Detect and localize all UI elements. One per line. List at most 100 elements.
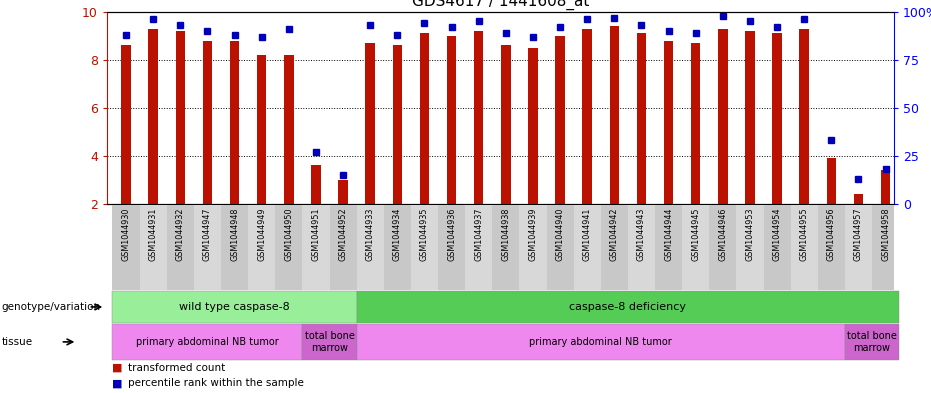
- Bar: [249, 205, 276, 290]
- Text: total bone
marrow: total bone marrow: [847, 331, 897, 353]
- Text: ■: ■: [112, 378, 122, 388]
- Text: GSM1044947: GSM1044947: [203, 208, 212, 261]
- Bar: [338, 180, 348, 204]
- Bar: [230, 40, 239, 204]
- Text: genotype/variation: genotype/variation: [2, 302, 101, 312]
- Bar: [411, 205, 438, 290]
- Bar: [519, 205, 546, 290]
- Bar: [311, 165, 320, 204]
- Bar: [556, 36, 565, 204]
- Bar: [583, 29, 592, 204]
- Bar: [773, 33, 782, 204]
- Text: GSM1044930: GSM1044930: [122, 208, 130, 261]
- Text: GSM1044945: GSM1044945: [691, 208, 700, 261]
- Bar: [438, 205, 466, 290]
- Bar: [501, 45, 510, 204]
- Text: GSM1044941: GSM1044941: [583, 208, 592, 261]
- Text: transformed count: transformed count: [128, 363, 225, 373]
- Text: GSM1044954: GSM1044954: [773, 208, 782, 261]
- Bar: [140, 205, 167, 290]
- Text: GSM1044950: GSM1044950: [284, 208, 293, 261]
- Text: caspase-8 deficiency: caspase-8 deficiency: [570, 302, 686, 312]
- Text: GSM1044932: GSM1044932: [176, 208, 185, 261]
- Bar: [573, 205, 600, 290]
- Bar: [303, 205, 330, 290]
- Bar: [221, 205, 249, 290]
- Text: total bone
marrow: total bone marrow: [304, 331, 355, 353]
- Bar: [610, 26, 619, 204]
- Text: GSM1044952: GSM1044952: [339, 208, 347, 261]
- Text: GSM1044940: GSM1044940: [556, 208, 564, 261]
- Bar: [330, 205, 357, 290]
- Text: GSM1044951: GSM1044951: [312, 208, 320, 261]
- Bar: [466, 205, 492, 290]
- Bar: [284, 55, 293, 204]
- Text: GSM1044934: GSM1044934: [393, 208, 402, 261]
- Text: GSM1044944: GSM1044944: [664, 208, 673, 261]
- Text: GSM1044958: GSM1044958: [881, 208, 890, 261]
- Bar: [357, 205, 384, 290]
- Bar: [420, 33, 429, 204]
- Bar: [384, 205, 411, 290]
- Text: wild type caspase-8: wild type caspase-8: [179, 302, 290, 312]
- Bar: [203, 40, 212, 204]
- Bar: [148, 29, 158, 204]
- Bar: [854, 194, 863, 204]
- Bar: [393, 45, 402, 204]
- Bar: [113, 205, 140, 290]
- Bar: [827, 158, 836, 204]
- Text: GSM1044931: GSM1044931: [149, 208, 157, 261]
- Bar: [637, 33, 646, 204]
- Bar: [745, 31, 755, 204]
- Text: ■: ■: [112, 363, 122, 373]
- Bar: [194, 205, 221, 290]
- Text: GSM1044936: GSM1044936: [447, 208, 456, 261]
- Bar: [176, 31, 185, 204]
- Text: tissue: tissue: [2, 337, 33, 347]
- Bar: [167, 205, 194, 290]
- Bar: [257, 55, 266, 204]
- Bar: [736, 205, 763, 290]
- Text: GSM1044953: GSM1044953: [746, 208, 754, 261]
- Text: primary abdominal NB tumor: primary abdominal NB tumor: [530, 337, 672, 347]
- Text: GSM1044956: GSM1044956: [827, 208, 836, 261]
- Text: GSM1044942: GSM1044942: [610, 208, 619, 261]
- Bar: [800, 29, 809, 204]
- Text: GSM1044938: GSM1044938: [501, 208, 510, 261]
- Text: percentile rank within the sample: percentile rank within the sample: [128, 378, 304, 388]
- Bar: [492, 205, 519, 290]
- Text: GSM1044948: GSM1044948: [230, 208, 239, 261]
- Bar: [474, 31, 483, 204]
- Bar: [528, 48, 538, 204]
- Bar: [655, 205, 682, 290]
- Text: GSM1044946: GSM1044946: [719, 208, 727, 261]
- Bar: [718, 29, 728, 204]
- Bar: [627, 205, 655, 290]
- Bar: [872, 205, 899, 290]
- Bar: [121, 45, 130, 204]
- Text: GSM1044939: GSM1044939: [529, 208, 537, 261]
- Bar: [845, 205, 872, 290]
- Bar: [447, 36, 456, 204]
- Bar: [600, 205, 627, 290]
- Bar: [682, 205, 709, 290]
- Text: GSM1044949: GSM1044949: [257, 208, 266, 261]
- Bar: [709, 205, 736, 290]
- Title: GDS4617 / 1441608_at: GDS4617 / 1441608_at: [412, 0, 589, 11]
- Bar: [763, 205, 790, 290]
- Bar: [276, 205, 303, 290]
- Text: GSM1044933: GSM1044933: [366, 208, 374, 261]
- Bar: [664, 40, 673, 204]
- Text: primary abdominal NB tumor: primary abdominal NB tumor: [136, 337, 278, 347]
- Text: GSM1044957: GSM1044957: [854, 208, 863, 261]
- Text: GSM1044935: GSM1044935: [420, 208, 429, 261]
- Bar: [546, 205, 573, 290]
- Text: GSM1044955: GSM1044955: [800, 208, 809, 261]
- Text: GSM1044937: GSM1044937: [474, 208, 483, 261]
- Bar: [691, 43, 700, 204]
- Bar: [881, 170, 890, 204]
- Bar: [790, 205, 817, 290]
- Bar: [366, 43, 375, 204]
- Text: GSM1044943: GSM1044943: [637, 208, 646, 261]
- Bar: [817, 205, 845, 290]
